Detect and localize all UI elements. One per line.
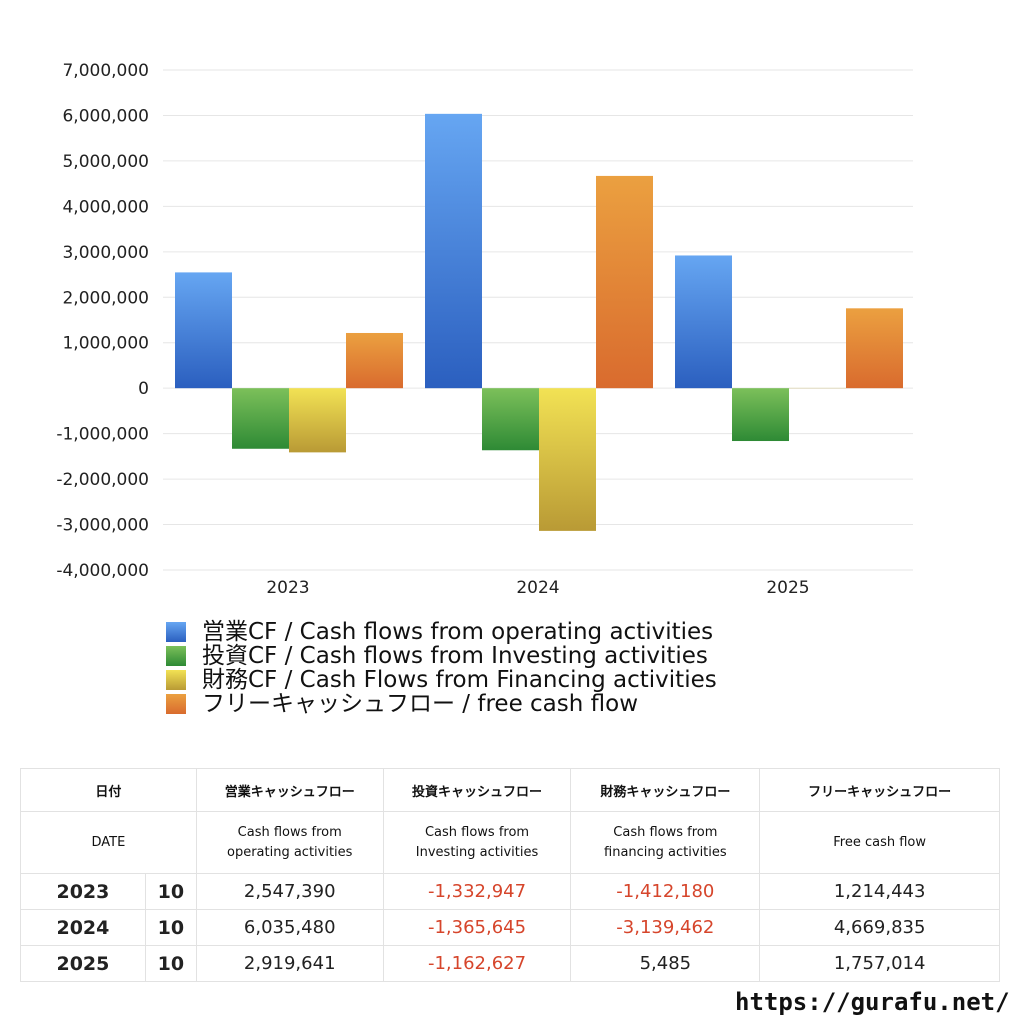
header-operating-jp: 営業キャッシュフロー [195, 768, 384, 812]
y-tick-label: 5,000,000 [62, 152, 149, 172]
legend-item-free: フリーキャッシュフロー / free cash flow [166, 692, 717, 716]
bar-2023-series-3 [346, 332, 403, 389]
cell-free: 4,669,835 [759, 909, 1000, 946]
cell-operating: 6,035,480 [195, 909, 384, 946]
legend-label-investing: 投資CF / Cash flows from Investing activit… [202, 643, 708, 669]
table-row: 2024 10 6,035,480 -1,365,645 -3,139,462 … [20, 909, 1000, 946]
legend-item-financing: 財務CF / Cash Flows from Financing activit… [166, 668, 717, 692]
header-investing-en-line2: Investing activities [415, 844, 539, 860]
y-tick-label: 6,000,000 [62, 106, 149, 126]
header-financing-en: Cash flows from financing activities [570, 811, 761, 874]
x-tick-label: 2025 [766, 578, 809, 598]
cell-investing: -1,365,645 [382, 909, 572, 946]
y-axis-ticks: 7,000,000 6,000,000 5,000,000 4,000,000 3,00… [56, 61, 149, 581]
bars [175, 113, 903, 531]
cell-operating: 2,919,641 [195, 945, 384, 982]
header-free-en: Free cash flow [759, 811, 1000, 874]
header-financing-en-line1: Cash flows from [613, 824, 718, 840]
cell-financing: -3,139,462 [570, 909, 761, 946]
bar-2024-series-3 [596, 175, 653, 389]
legend-item-operating: 営業CF / Cash flows from operating activit… [166, 620, 717, 644]
cell-month: 10 [144, 909, 197, 946]
legend-swatch-operating [166, 622, 186, 642]
y-tick-label: 4,000,000 [62, 197, 149, 217]
legend-label-free: フリーキャッシュフロー / free cash flow [202, 691, 639, 717]
table-header-en: DATE Cash flows from operating activities… [20, 811, 1000, 874]
header-operating-en: Cash flows from operating activities [195, 811, 384, 874]
x-tick-label: 2023 [266, 578, 309, 598]
header-financing-en-line2: financing activities [604, 844, 727, 860]
bar-2023-series-2 [289, 388, 346, 453]
header-free-jp: フリーキャッシュフロー [759, 768, 1000, 812]
legend-swatch-free [166, 694, 186, 714]
table-row: 2025 10 2,919,641 -1,162,627 5,485 1,757… [20, 945, 1000, 982]
bar-2023-series-1 [232, 388, 289, 449]
cell-investing: -1,162,627 [382, 945, 572, 982]
legend-item-investing: 投資CF / Cash flows from Investing activit… [166, 644, 717, 668]
cell-free: 1,214,443 [759, 873, 1000, 910]
header-investing-en-line1: Cash flows from [424, 824, 530, 840]
header-financing-jp: 財務キャッシュフロー [570, 768, 761, 812]
header-operating-en-line1: Cash flows from [237, 824, 342, 840]
x-tick-label: 2024 [516, 578, 559, 598]
y-tick-label: 3,000,000 [62, 243, 149, 263]
y-tick-label: 2,000,000 [62, 288, 149, 308]
cash-flow-bar-chart: 7,000,000 6,000,000 5,000,000 4,000,000 3,00… [56, 61, 913, 598]
bar-2023-series-0 [175, 272, 232, 389]
header-date-jp: 日付 [20, 768, 197, 812]
legend: 営業CF / Cash flows from operating activit… [166, 620, 717, 716]
y-tick-label: 0 [138, 379, 149, 399]
cell-operating: 2,547,390 [195, 873, 384, 910]
cell-free: 1,757,014 [759, 945, 1000, 982]
legend-label-operating: 営業CF / Cash flows from operating activit… [202, 619, 714, 645]
y-tick-label: -4,000,000 [56, 561, 149, 581]
bar-2024-series-2 [539, 388, 596, 531]
y-tick-label: -3,000,000 [56, 516, 149, 536]
y-tick-label: 7,000,000 [62, 61, 149, 81]
y-tick-label: 1,000,000 [62, 334, 149, 354]
x-axis-ticks: 2023 2024 2025 [266, 578, 809, 598]
bar-2025-series-1 [732, 388, 789, 442]
cash-flow-table: 日付 営業キャッシュフロー 投資キャッシュフロー 財務キャッシュフロー フリーキ… [20, 768, 1000, 982]
bar-2025-series-0 [675, 255, 732, 389]
bar-2025-series-3 [846, 308, 903, 389]
header-date-en: DATE [20, 811, 197, 874]
legend-swatch-investing [166, 646, 186, 666]
header-investing-jp: 投資キャッシュフロー [382, 768, 572, 812]
legend-swatch-financing [166, 670, 186, 690]
legend-label-financing: 財務CF / Cash Flows from Financing activit… [202, 667, 717, 693]
site-url[interactable]: https://gurafu.net/ [735, 988, 1010, 1016]
y-tick-label: -1,000,000 [56, 425, 149, 445]
table-header-jp: 日付 営業キャッシュフロー 投資キャッシュフロー 財務キャッシュフロー フリーキ… [20, 768, 1000, 812]
header-operating-en-line2: operating activities [226, 844, 353, 860]
header-investing-en: Cash flows from Investing activities [382, 811, 572, 874]
cell-investing: -1,332,947 [382, 873, 572, 910]
table-row: 2023 10 2,547,390 -1,332,947 -1,412,180 … [20, 873, 1000, 910]
cell-year: 2023 [20, 873, 146, 910]
cell-month: 10 [144, 945, 197, 982]
cell-year: 2024 [20, 909, 146, 946]
cell-month: 10 [144, 873, 197, 910]
bar-2024-series-0 [425, 113, 482, 389]
grid-lines [163, 69, 913, 571]
y-tick-label: -2,000,000 [56, 470, 149, 490]
cell-financing: -1,412,180 [570, 873, 761, 910]
cell-financing: 5,485 [570, 945, 761, 982]
cell-year: 2025 [20, 945, 146, 982]
bar-2024-series-1 [482, 388, 539, 451]
